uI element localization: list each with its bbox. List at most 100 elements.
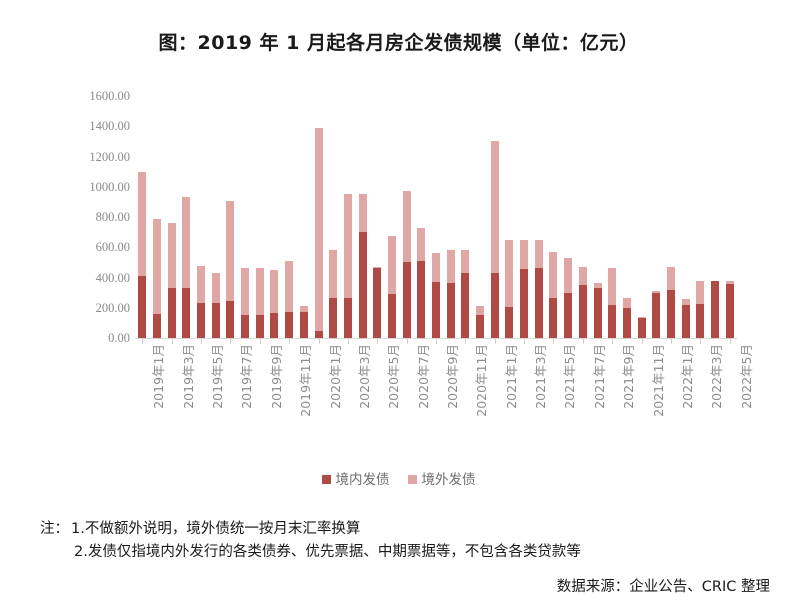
bar-segment-domestic [593,288,602,338]
bar-group[interactable] [432,96,440,338]
note-prefix: 注： [40,521,69,537]
bar-segment-domestic [490,272,499,338]
bar-segment-domestic [402,262,411,338]
bar-segment-overseas [505,240,514,307]
bar-group[interactable] [534,96,543,338]
bar-segment-overseas [241,268,250,316]
bar-group[interactable] [285,96,294,338]
bar-segment-overseas [299,306,308,312]
y-axis-tick-label: 1600.00 [89,89,130,103]
bar-group[interactable] [299,96,308,338]
y-axis-tick-label: 1400.00 [89,119,130,134]
x-axis [135,338,737,347]
bar-group[interactable] [197,96,206,338]
bar-group[interactable] [696,96,705,338]
y-axis-tick-label: 0.00 [108,331,130,345]
note-line-2: 2.发债仅指境内外发行的各类债券、优先票据、中期票据等，不包含各类贷款等 [40,541,770,564]
bar-segment-overseas [725,280,734,285]
bar-segment-overseas [285,260,294,312]
bar-segment-domestic [476,314,485,338]
bar-segment-overseas [343,194,352,298]
bar-segment-overseas [402,191,411,263]
bar-group[interactable] [329,96,338,338]
x-axis-tick-mark [347,339,349,344]
legend-item[interactable]: 境内发债 [321,468,390,488]
chart-title: 图：2019 年 1 月起各月房企发债规模（单位：亿元） [158,32,639,54]
bar-segment-domestic [696,303,705,338]
bar-segment-overseas [652,291,661,293]
bar-segment-overseas [696,280,705,304]
x-axis-labels: 2019年1月 2019年3月 2019年5月 2019年7月 2019年9月 2019年… [135,344,753,444]
bar-group[interactable] [622,96,631,338]
legend-item[interactable]: 境外发债 [407,468,476,488]
bar-group[interactable] [476,96,485,338]
bar-segment-overseas [446,250,455,283]
bar-group[interactable] [505,96,514,338]
bar-group[interactable] [564,96,573,338]
x-axis-tick-mark [729,339,731,344]
bar-group[interactable] [153,96,162,338]
bar-segment-domestic [520,269,529,338]
bar-group[interactable] [417,96,426,338]
bar-segment-domestic [564,292,573,338]
bar-group[interactable] [211,96,220,338]
bar-group[interactable] [461,96,470,338]
bar-group[interactable] [373,96,382,338]
bar-segment-overseas [197,266,206,304]
bar-group[interactable] [446,96,455,338]
bar-group[interactable] [608,96,617,338]
x-axis-tick-mark [377,339,379,344]
bar-segment-overseas [608,268,617,306]
bar-segment-domestic [285,311,294,338]
bar-group[interactable] [637,96,646,338]
chart-notes: 注： 1.不做额外说明，境外债统一按月末汇率换算 2.发债仅指境内外发行的各类债券… [40,518,770,565]
bar-segment-domestic [138,276,147,338]
bar-segment-overseas [549,251,558,298]
bar-group[interactable] [255,96,264,338]
bar-group[interactable] [138,96,147,338]
x-axis-tick-label: 2020年7月 [415,344,431,409]
bar-segment-overseas [167,223,176,289]
bar-group[interactable] [387,96,396,338]
bar-segment-domestic [314,331,323,338]
bar-group[interactable] [666,96,675,338]
bar-group[interactable] [725,96,734,338]
x-axis-tick-label: 2019年3月 [180,344,196,409]
legend-swatch-domestic [321,475,331,484]
bar-group[interactable] [402,96,411,338]
note-text-2: 2.发债仅指境内外发行的各类债券、优先票据、中期票据等，不包含各类贷款等 [74,544,581,561]
bar-group[interactable] [593,96,602,338]
bar-group[interactable] [226,96,235,338]
bar-group[interactable] [520,96,529,338]
bar-group[interactable] [358,96,367,338]
bar-segment-overseas [622,297,631,308]
bar-group[interactable] [490,96,499,338]
bar-segment-overseas [373,266,382,268]
bar-segment-overseas [226,201,235,301]
bar-segment-overseas [211,272,220,304]
bar-group[interactable] [652,96,661,338]
bar-group[interactable] [681,96,690,338]
bar-group[interactable] [549,96,558,338]
bar-group[interactable] [182,96,191,338]
x-axis-tick-mark [465,339,467,344]
bar-segment-domestic [446,282,455,338]
bar-group[interactable] [343,96,352,338]
bar-segment-domestic [226,300,235,338]
x-axis-tick-label: 2020年3月 [356,344,372,409]
x-axis-tick-label: 2021年1月 [503,344,519,409]
x-axis-tick-mark [700,339,702,344]
bar-segment-overseas [138,171,147,276]
bar-group[interactable] [314,96,323,338]
x-axis-tick-label: 2019年11月 [298,344,314,417]
bar-group[interactable] [270,96,279,338]
bar-segment-domestic [622,307,631,338]
bar-segment-domestic [710,281,719,338]
bar-group[interactable] [710,96,719,338]
bar-group[interactable] [167,96,176,338]
bar-segment-domestic [432,282,440,338]
bar-group[interactable] [241,96,250,338]
bar-segment-domestic [681,305,690,338]
bar-group[interactable] [578,96,587,338]
